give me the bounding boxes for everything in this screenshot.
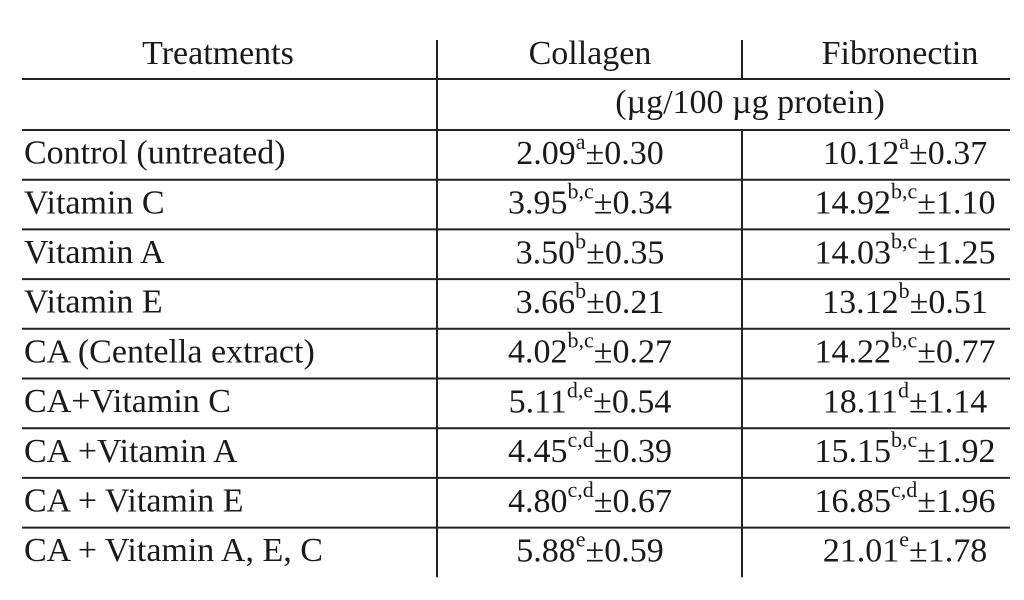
value-cell: 18.11d±1.14 [823,377,987,420]
treatment-cell: CA (Centella extract) [24,333,315,370]
sd: ±0.27 [594,333,672,370]
treatment-cell: Vitamin A [24,234,165,271]
sd: ±0.21 [586,284,664,321]
significance: b [899,278,910,303]
treatment-cell: CA +Vitamin A [24,433,238,470]
value-cell: 4.80c,d±0.67 [508,477,672,520]
significance: c,d [568,427,594,452]
value-cell: 15.15b,c±1.92 [815,427,996,470]
mean: 14.22 [815,333,892,370]
significance: b,c [568,179,595,204]
sd: ±0.30 [586,135,664,172]
mean: 3.66 [516,284,576,321]
value-cell: 14.92b,c±1.10 [815,179,996,222]
significance: a [899,129,909,154]
header-cell: Collagen [529,35,652,72]
mean: 4.45 [508,433,568,470]
sd: ±0.51 [910,284,988,321]
significance: c,d [891,477,917,502]
sd: ±0.54 [593,383,671,420]
significance: b,c [891,328,918,353]
treatment-cell: CA+Vitamin C [24,383,231,420]
value-cell: 3.66b±0.21 [516,278,665,321]
significance: d,e [567,377,593,402]
value-cell: 21.01e±1.78 [823,526,987,569]
mean: 3.50 [516,234,576,271]
significance: b,c [568,328,595,353]
significance: d [898,377,909,402]
significance: b [575,278,586,303]
mean: 10.12 [823,135,900,172]
value-cell: 13.12b±0.51 [822,278,988,321]
value-cell: 3.50b±0.35 [516,228,665,271]
sd: ±1.78 [909,532,987,569]
mean: 14.92 [815,184,892,221]
mean: 5.11 [509,383,567,420]
value-cell: 16.85c,d±1.96 [815,477,996,520]
significance: b,c [891,179,918,204]
value-cell: 14.03b,c±1.25 [815,228,996,271]
value-cell: 2.09a±0.30 [516,129,663,172]
value-cell: 5.88e±0.59 [516,526,663,569]
value-cell: 10.12a±0.37 [823,129,987,172]
significance: b [575,228,586,253]
value-cell: 5.11d,e±0.54 [509,377,672,420]
value-cell: 3.95b,c±0.34 [508,179,672,222]
significance: e [899,526,909,551]
mean: 16.85 [815,483,892,520]
mean: 4.02 [508,333,568,370]
significance: b,c [891,427,918,452]
sd: ±0.77 [917,333,995,370]
mean: 21.01 [823,532,900,569]
sd: ±0.67 [594,483,672,520]
mean: 5.88 [516,532,576,569]
mean: 13.12 [822,284,899,321]
mean: 4.80 [508,483,568,520]
sd: ±0.34 [594,184,672,221]
mean: 3.95 [508,184,568,221]
sd: ±0.37 [909,135,987,172]
mean: 18.11 [823,383,898,420]
sd: ±1.96 [917,483,995,520]
treatment-cell: Control (untreated) [24,135,286,172]
header-cell: Treatments [142,35,294,72]
sd: ±1.92 [917,433,995,470]
significance: b,c [891,228,918,253]
treatment-cell: CA + Vitamin A, E, C [24,532,323,569]
mean: 14.03 [815,234,892,271]
unit-label: (µg/100 µg protein) [615,84,885,121]
value-cell: 4.45c,d±0.39 [508,427,672,470]
sd: ±0.59 [586,532,664,569]
significance: c,d [568,477,594,502]
sd: ±1.25 [917,234,995,271]
value-cell: 14.22b,c±0.77 [815,328,996,371]
treatment-cell: Vitamin E [24,284,163,321]
mean: 2.09 [516,135,576,172]
treatment-cell: Vitamin C [24,184,165,221]
sd: ±0.35 [586,234,664,271]
significance: e [576,526,586,551]
sd: ±1.10 [917,184,995,221]
treatment-cell: CA + Vitamin E [24,483,244,520]
mean: 15.15 [815,433,892,470]
significance: a [576,129,586,154]
header-cell: Fibronectin [822,35,979,72]
value-cell: 4.02b,c±0.27 [508,328,672,371]
sd: ±1.14 [909,383,987,420]
sd: ±0.39 [594,433,672,470]
